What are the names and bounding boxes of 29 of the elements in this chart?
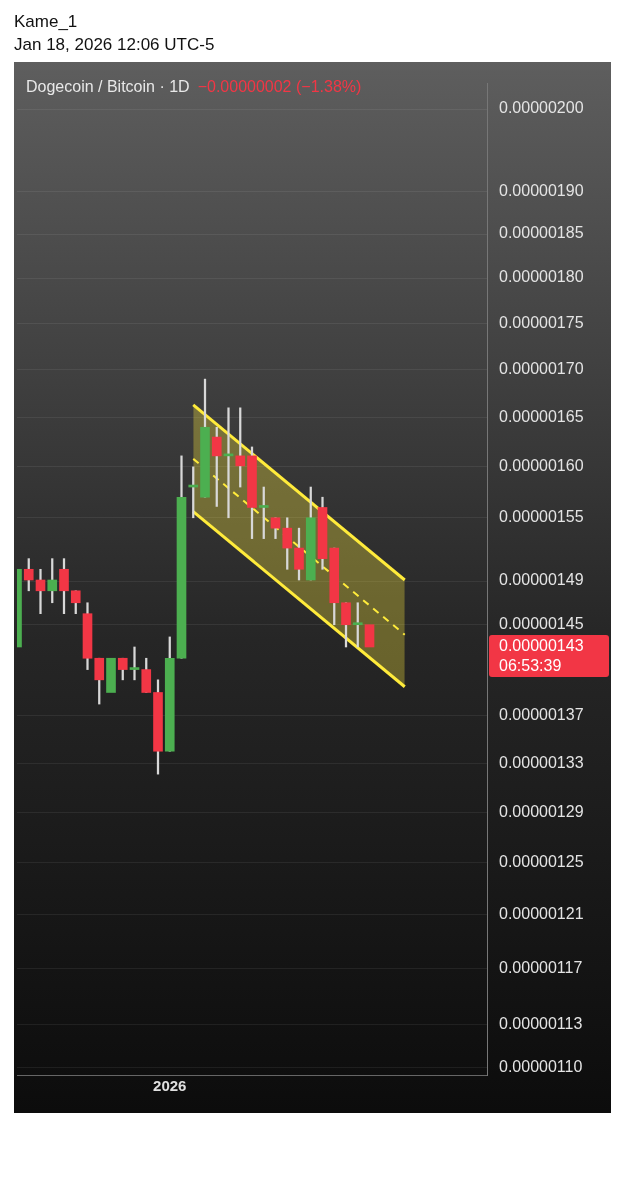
y-tick-label: 0.00000149: [499, 571, 584, 589]
y-tick-label: 0.00000175: [499, 313, 584, 331]
candlestick: [364, 624, 375, 648]
y-tick-label: 0.00000160: [499, 457, 584, 475]
text: 06:53:39: [499, 657, 562, 675]
candlestick: [106, 657, 116, 693]
y-tick-label: 0.00000145: [499, 615, 584, 633]
x-tick-label: 2026: [153, 1077, 187, 1095]
y-tick-label: 0.00000185: [499, 224, 584, 242]
y-tick-label: 0.00000129: [499, 802, 584, 820]
y-tick-label: 0.00000170: [499, 360, 584, 378]
y-tick-label: 0.00000117: [499, 959, 583, 977]
chart-title: Dogecoin / Bitcoin · 1D: [26, 78, 190, 95]
y-tick-label: 0.00000110: [499, 1058, 583, 1076]
y-tick-label: 0.00000165: [499, 407, 584, 425]
y-tick-label: 0.00000190: [499, 181, 584, 199]
y-tick-label: 0.00000155: [499, 508, 584, 526]
text: Jan 18, 2026 12:06 UTC-5: [14, 34, 215, 56]
y-tick-label: 0.00000113: [499, 1014, 583, 1032]
text: 0.00000143: [499, 637, 584, 655]
y-tick-label: 0.00000125: [499, 853, 584, 871]
y-tick-label: 0.00000180: [499, 268, 584, 286]
chart-subtitle: −0.00000002 (−1.38%): [197, 78, 362, 95]
text: Kame_1: [14, 11, 79, 33]
y-tick-label: 0.00000133: [499, 753, 584, 771]
candlestick: [129, 646, 140, 681]
y-tick-label: 0.00000121: [499, 905, 584, 923]
y-tick-label: 0.00000137: [499, 706, 584, 724]
y-tick-label: 0.00000200: [499, 99, 584, 117]
